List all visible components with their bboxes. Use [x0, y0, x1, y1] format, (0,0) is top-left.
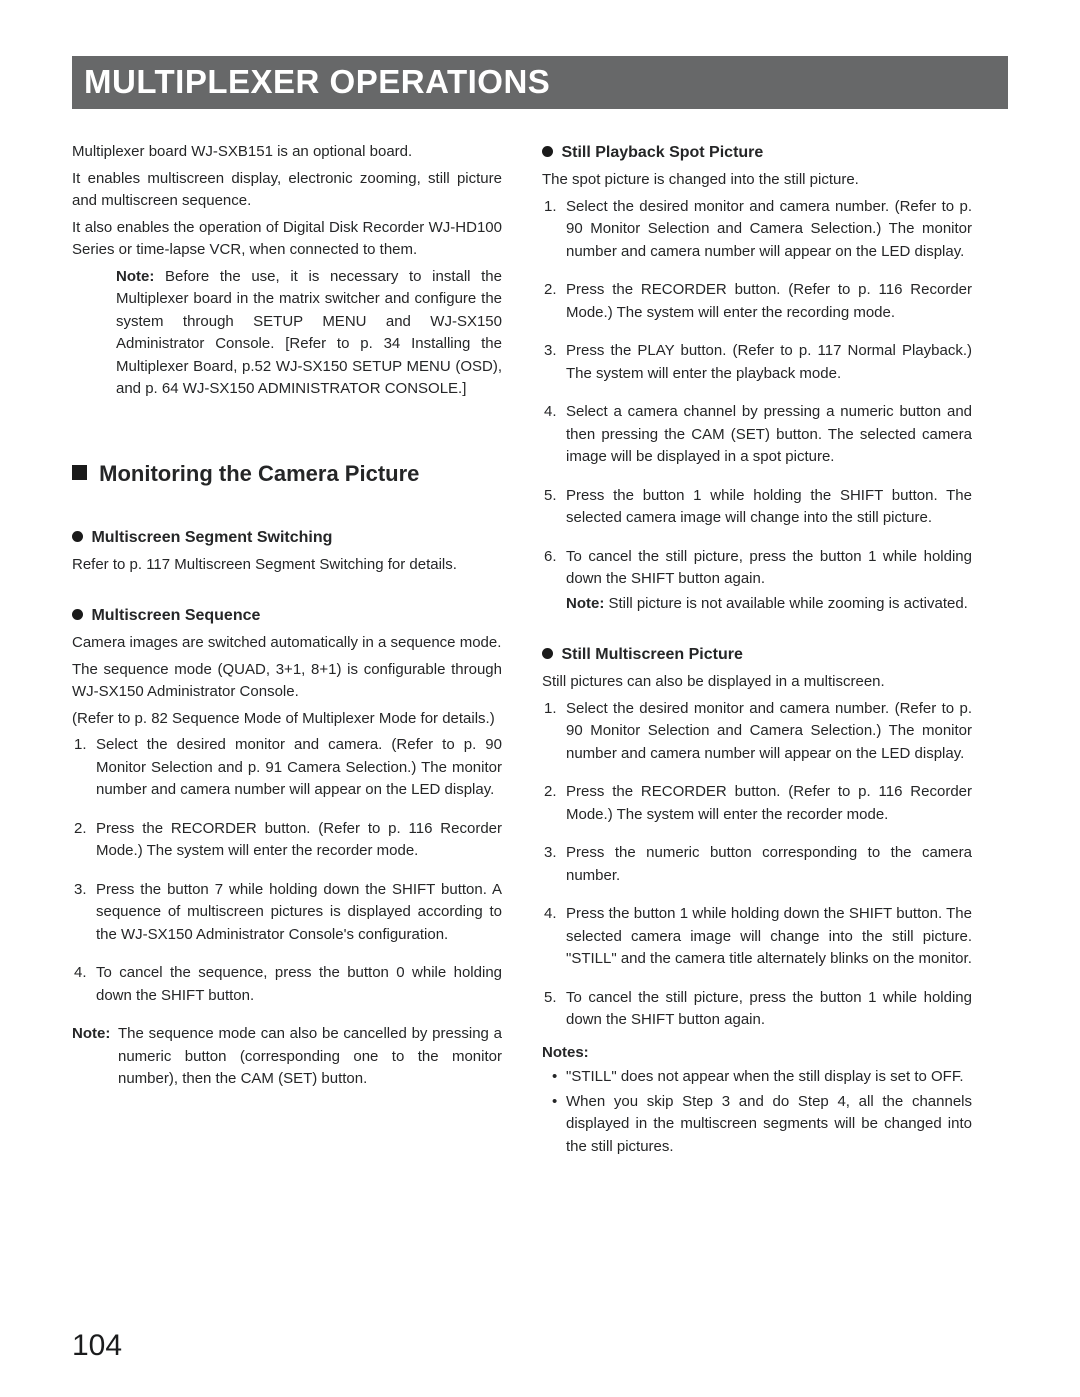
- step-item: 4. Press the button 1 while holding down …: [542, 903, 972, 971]
- step-number: 2.: [74, 818, 87, 841]
- intro-note: Note: Before the use, it is necessary to…: [72, 266, 502, 401]
- steps-list: 1. Select the desired monitor and camera.…: [72, 734, 502, 1007]
- left-column: Multiplexer board WJ-SXB151 is an option…: [72, 141, 502, 1160]
- square-bullet-icon: [72, 465, 87, 480]
- step-text: Press the RECORDER button. (Refer to p. …: [96, 820, 502, 860]
- step-note: Note: Still picture is not available whi…: [566, 593, 972, 616]
- step-item: 4. Select a camera channel by pressing a …: [542, 401, 972, 469]
- note-label: Note:: [72, 1023, 110, 1046]
- note-text: The sequence mode can also be cancelled …: [118, 1025, 502, 1087]
- subheading-still-multiscreen: Still Multiscreen Picture: [542, 643, 972, 667]
- step-item: 1. Select the desired monitor and camera …: [542, 698, 972, 766]
- note-text: Still picture is not available while zoo…: [609, 595, 968, 612]
- circle-bullet-icon: [72, 609, 83, 620]
- step-text: To cancel the sequence, press the button…: [96, 964, 502, 1004]
- body-text: Refer to p. 117 Multiscreen Segment Swit…: [72, 554, 502, 577]
- step-text: Press the numeric button corresponding t…: [566, 844, 972, 884]
- step-text: Press the button 1 while holding down th…: [566, 905, 972, 967]
- step-number: 2.: [544, 781, 557, 804]
- step-text: Select the desired monitor and camera. (…: [96, 736, 502, 798]
- step-text: Press the button 7 while holding down th…: [96, 881, 502, 943]
- step-item: 3. Press the PLAY button. (Refer to p. 11…: [542, 340, 972, 385]
- step-number: 6.: [544, 546, 557, 569]
- circle-bullet-icon: [72, 531, 83, 542]
- step-item: 3. Press the button 7 while holding down …: [72, 879, 502, 947]
- subheading-multiscreen-segment: Multiscreen Segment Switching: [72, 526, 502, 550]
- step-item: 2. Press the RECORDER button. (Refer to p…: [542, 781, 972, 826]
- subheading-text: Still Playback Spot Picture: [561, 144, 763, 161]
- step-text: Select the desired monitor and camera nu…: [566, 198, 972, 260]
- step-text: Press the RECORDER button. (Refer to p. …: [566, 281, 972, 321]
- step-item: 1. Select the desired monitor and camera …: [542, 196, 972, 264]
- step-item: 1. Select the desired monitor and camera.…: [72, 734, 502, 802]
- intro-line: It enables multiscreen display, electron…: [72, 168, 502, 213]
- step-text: Press the RECORDER button. (Refer to p. …: [566, 783, 972, 823]
- step-text: To cancel the still picture, press the b…: [566, 989, 972, 1029]
- page-number: 104: [72, 1329, 122, 1363]
- note-label: Note:: [566, 595, 604, 612]
- subheading-text: Multiscreen Segment Switching: [91, 529, 332, 546]
- step-item: 2. Press the RECORDER button. (Refer to p…: [542, 279, 972, 324]
- step-item: 5. To cancel the still picture, press the…: [542, 987, 972, 1032]
- body-text: Camera images are switched automatically…: [72, 632, 502, 655]
- subheading-still-playback: Still Playback Spot Picture: [542, 141, 972, 165]
- step-item: 4. To cancel the sequence, press the butt…: [72, 962, 502, 1007]
- body-text: The spot picture is changed into the sti…: [542, 169, 972, 192]
- step-item: 2. Press the RECORDER button. (Refer to p…: [72, 818, 502, 863]
- step-number: 3.: [544, 340, 557, 363]
- page-title-bar: MULTIPLEXER OPERATIONS: [72, 56, 1008, 109]
- step-number: 4.: [74, 962, 87, 985]
- content-columns: Multiplexer board WJ-SXB151 is an option…: [72, 141, 1008, 1160]
- step-item: 6. To cancel the still picture, press th…: [542, 546, 972, 616]
- step-number: 5.: [544, 485, 557, 508]
- step-number: 5.: [544, 987, 557, 1010]
- body-text: The sequence mode (QUAD, 3+1, 8+1) is co…: [72, 659, 502, 704]
- note-label: Note:: [116, 268, 154, 285]
- intro-line: It also enables the operation of Digital…: [72, 217, 502, 262]
- step-text: Select the desired monitor and camera nu…: [566, 700, 972, 762]
- step-text: Press the PLAY button. (Refer to p. 117 …: [566, 342, 972, 382]
- step-number: 1.: [544, 196, 557, 219]
- sequence-note: Note: The sequence mode can also be canc…: [72, 1023, 502, 1091]
- step-number: 4.: [544, 903, 557, 926]
- heading-text: Monitoring the Camera Picture: [99, 461, 419, 486]
- notes-list: "STILL" does not appear when the still d…: [542, 1066, 972, 1158]
- circle-bullet-icon: [542, 146, 553, 157]
- subheading-text: Multiscreen Sequence: [91, 607, 260, 624]
- step-number: 4.: [544, 401, 557, 424]
- step-number: 1.: [74, 734, 87, 757]
- step-item: 3. Press the numeric button corresponding…: [542, 842, 972, 887]
- intro-line: Multiplexer board WJ-SXB151 is an option…: [72, 141, 502, 164]
- step-number: 3.: [544, 842, 557, 865]
- steps-list: 1. Select the desired monitor and camera …: [542, 698, 972, 1032]
- subheading-text: Still Multiscreen Picture: [561, 646, 742, 663]
- circle-bullet-icon: [542, 648, 553, 659]
- step-text: Press the button 1 while holding the SHI…: [566, 487, 972, 527]
- note-item: "STILL" does not appear when the still d…: [542, 1066, 972, 1089]
- subheading-multiscreen-sequence: Multiscreen Sequence: [72, 604, 502, 628]
- body-text: Still pictures can also be displayed in …: [542, 671, 972, 694]
- document-page: MULTIPLEXER OPERATIONS Multiplexer board…: [0, 0, 1080, 1397]
- step-item: 5. Press the button 1 while holding the S…: [542, 485, 972, 530]
- note-item: When you skip Step 3 and do Step 4, all …: [542, 1091, 972, 1159]
- notes-heading: Notes:: [542, 1042, 972, 1065]
- step-number: 1.: [544, 698, 557, 721]
- right-column: Still Playback Spot Picture The spot pic…: [542, 141, 972, 1160]
- step-number: 2.: [544, 279, 557, 302]
- note-text: Before the use, it is necessary to insta…: [116, 268, 502, 398]
- section-heading-monitoring: Monitoring the Camera Picture: [72, 457, 502, 490]
- step-number: 3.: [74, 879, 87, 902]
- body-text: (Refer to p. 82 Sequence Mode of Multipl…: [72, 708, 502, 731]
- step-text: Select a camera channel by pressing a nu…: [566, 403, 972, 465]
- steps-list: 1. Select the desired monitor and camera …: [542, 196, 972, 616]
- page-title: MULTIPLEXER OPERATIONS: [84, 63, 550, 100]
- step-text: To cancel the still picture, press the b…: [566, 548, 972, 588]
